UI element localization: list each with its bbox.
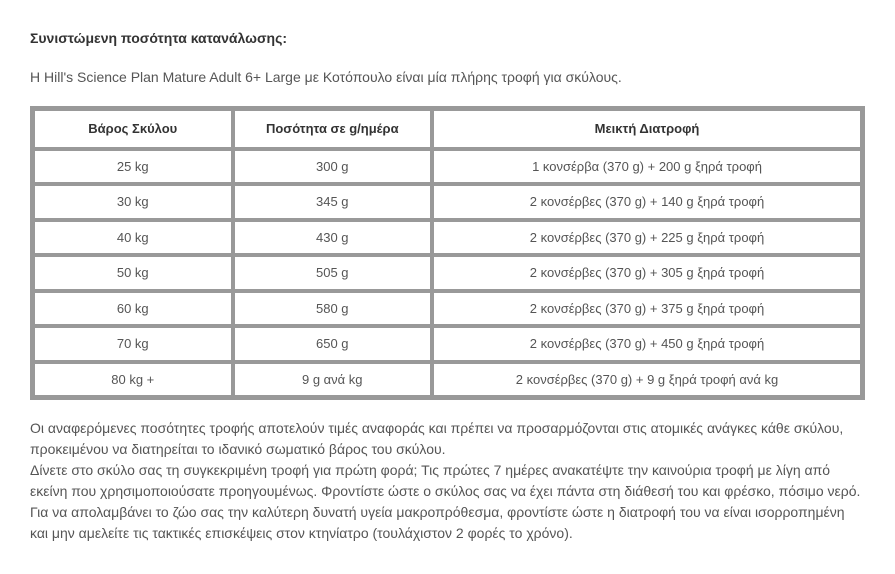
table-row: 70 kg650 g2 κονσέρβες (370 g) + 450 g ξη… [34, 327, 861, 361]
footer-paragraph: Οι αναφερόμενες ποσότητες τροφής αποτελο… [30, 418, 865, 544]
table-cell: 50 kg [34, 256, 232, 290]
col-header-weight: Βάρος Σκύλου [34, 110, 232, 148]
table-cell: 70 kg [34, 327, 232, 361]
table-cell: 2 κονσέρβες (370 g) + 9 g ξηρά τροφή ανά… [433, 363, 861, 397]
table-cell: 430 g [234, 221, 432, 255]
table-cell: 2 κονσέρβες (370 g) + 450 g ξηρά τροφή [433, 327, 861, 361]
table-cell: 345 g [234, 185, 432, 219]
table-row: 40 kg430 g2 κονσέρβες (370 g) + 225 g ξη… [34, 221, 861, 255]
table-cell: 80 kg + [34, 363, 232, 397]
feeding-table: Βάρος Σκύλου Ποσότητα σε g/ημέρα Μεικτή … [30, 106, 865, 400]
footer-line-1: Οι αναφερόμενες ποσότητες τροφής αποτελο… [30, 420, 843, 457]
table-row: 30 kg345 g2 κονσέρβες (370 g) + 140 g ξη… [34, 185, 861, 219]
table-cell: 40 kg [34, 221, 232, 255]
table-cell: 1 κονσέρβα (370 g) + 200 g ξηρά τροφή [433, 150, 861, 184]
table-cell: 30 kg [34, 185, 232, 219]
table-cell: 9 g ανά kg [234, 363, 432, 397]
table-cell: 650 g [234, 327, 432, 361]
table-cell: 2 κονσέρβες (370 g) + 225 g ξηρά τροφή [433, 221, 861, 255]
table-row: 50 kg505 g2 κονσέρβες (370 g) + 305 g ξη… [34, 256, 861, 290]
table-cell: 2 κονσέρβες (370 g) + 305 g ξηρά τροφή [433, 256, 861, 290]
table-cell: 505 g [234, 256, 432, 290]
table-cell: 300 g [234, 150, 432, 184]
table-cell: 2 κονσέρβες (370 g) + 375 g ξηρά τροφή [433, 292, 861, 326]
table-cell: 580 g [234, 292, 432, 326]
table-body: 25 kg300 g1 κονσέρβα (370 g) + 200 g ξηρ… [34, 150, 861, 397]
table-cell: 60 kg [34, 292, 232, 326]
table-header-row: Βάρος Σκύλου Ποσότητα σε g/ημέρα Μεικτή … [34, 110, 861, 148]
table-cell: 2 κονσέρβες (370 g) + 140 g ξηρά τροφή [433, 185, 861, 219]
col-header-mixed: Μεικτή Διατροφή [433, 110, 861, 148]
intro-text: Η Hill's Science Plan Mature Adult 6+ La… [30, 67, 865, 88]
table-row: 25 kg300 g1 κονσέρβα (370 g) + 200 g ξηρ… [34, 150, 861, 184]
feeding-heading: Συνιστώμενη ποσότητα κατανάλωσης: [30, 28, 865, 49]
table-cell: 25 kg [34, 150, 232, 184]
footer-line-2: Δίνετε στο σκύλο σας τη συγκεκριμένη τρο… [30, 462, 860, 541]
col-header-quantity: Ποσότητα σε g/ημέρα [234, 110, 432, 148]
table-row: 60 kg580 g2 κονσέρβες (370 g) + 375 g ξη… [34, 292, 861, 326]
table-row: 80 kg +9 g ανά kg2 κονσέρβες (370 g) + 9… [34, 363, 861, 397]
